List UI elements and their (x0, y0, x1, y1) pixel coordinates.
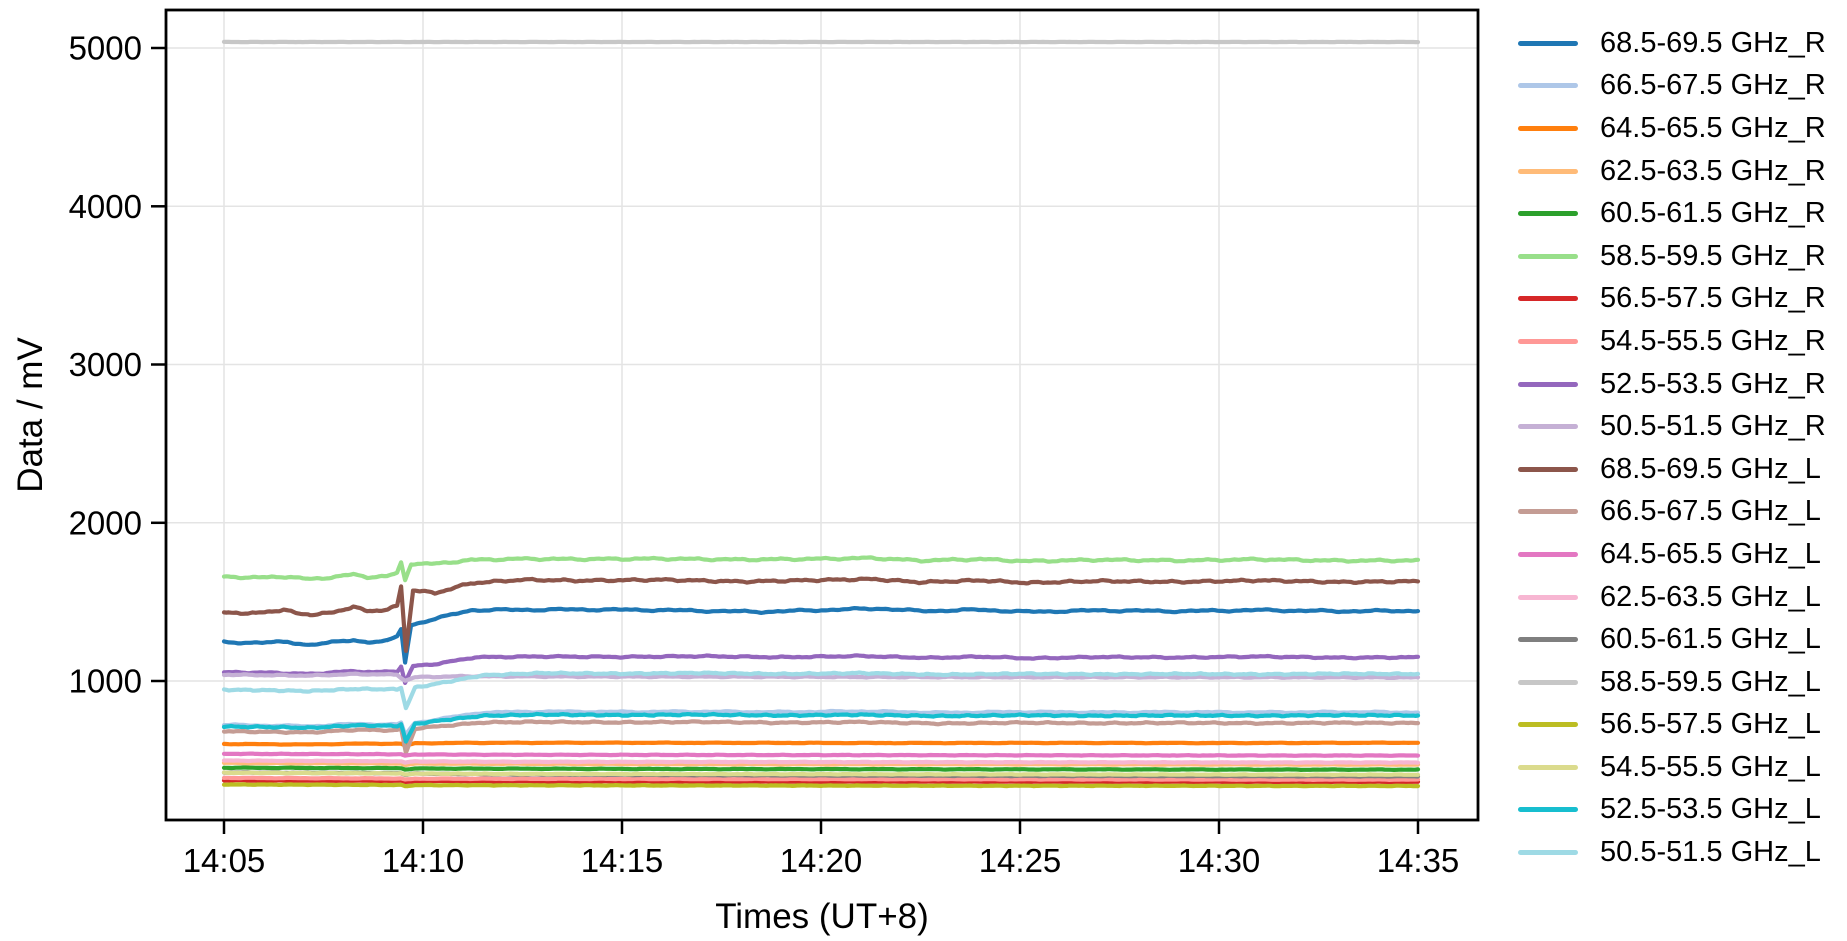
legend-swatch (1518, 807, 1578, 813)
legend-item: 66.5-67.5 GHz_L (1518, 491, 1826, 534)
legend-swatch (1518, 424, 1578, 430)
x-tick-label-14:25: 14:25 (979, 842, 1062, 879)
legend-swatch (1518, 211, 1578, 217)
legend-item: 52.5-53.5 GHz_R (1518, 363, 1826, 406)
legend-item: 56.5-57.5 GHz_L (1518, 704, 1826, 747)
plot-border (164, 8, 1480, 822)
legend-label: 56.5-57.5 GHz_L (1600, 708, 1821, 741)
legend-swatch (1518, 125, 1578, 131)
legend-label: 60.5-61.5 GHz_R (1600, 197, 1826, 230)
legend-item: 64.5-65.5 GHz_R (1518, 107, 1826, 150)
legend-label: 52.5-53.5 GHz_R (1600, 367, 1826, 400)
y-tick-label-1000: 1000 (69, 663, 142, 700)
legend-swatch (1518, 509, 1578, 515)
legend-swatch (1518, 253, 1578, 259)
tick-labels: 1000 2000 3000 4000 5000 14:05 14:10 14:15 14:20… (69, 30, 1460, 880)
legend-swatch (1518, 338, 1578, 344)
legend-item: 54.5-55.5 GHz_L (1518, 746, 1826, 789)
series-line-62.5-63.5-ghz-l (221, 758, 1421, 765)
y-tick-label-2000: 2000 (69, 504, 142, 541)
x-axis-label: Times (UT+8) (715, 897, 929, 936)
x-tick-label-14:30: 14:30 (1178, 842, 1261, 879)
series-line-58.5-59.5-ghz-r (221, 555, 1421, 583)
legend-item: 56.5-57.5 GHz_R (1518, 278, 1826, 321)
legend-label: 62.5-63.5 GHz_R (1600, 154, 1826, 187)
x-tick-label-14:15: 14:15 (581, 842, 664, 879)
legend-label: 58.5-59.5 GHz_R (1600, 239, 1826, 272)
legend-label: 66.5-67.5 GHz_L (1600, 495, 1821, 528)
legend-item: 68.5-69.5 GHz_L (1518, 448, 1826, 491)
series-line-50.5-51.5-ghz-l (221, 670, 1421, 711)
legend-swatch (1518, 722, 1578, 728)
legend-swatch (1518, 466, 1578, 472)
legend-label: 52.5-53.5 GHz_L (1600, 793, 1821, 826)
series-line-54.5-55.5-ghz-r (221, 775, 1421, 782)
legend-label: 62.5-63.5 GHz_L (1600, 580, 1821, 613)
legend-item: 52.5-53.5 GHz_L (1518, 789, 1826, 832)
series-line-64.5-65.5-ghz-r (221, 740, 1421, 748)
y-axis-label: Data / mV (11, 337, 50, 493)
legend-item: 68.5-69.5 GHz_R (1518, 22, 1826, 65)
legend-swatch (1518, 850, 1578, 856)
legend-label: 50.5-51.5 GHz_R (1600, 410, 1826, 443)
legend-item: 64.5-65.5 GHz_L (1518, 533, 1826, 576)
y-tick-label-4000: 4000 (69, 188, 142, 225)
legend-item: 66.5-67.5 GHz_R (1518, 65, 1826, 108)
legend-label: 54.5-55.5 GHz_R (1600, 324, 1826, 357)
series-line-64.5-65.5-ghz-l (221, 751, 1421, 758)
legend-item: 58.5-59.5 GHz_L (1518, 661, 1826, 704)
x-tick-label-14:10: 14:10 (382, 842, 465, 879)
series-line-50.5-51.5-ghz-r (221, 671, 1421, 683)
x-tick-label-14:20: 14:20 (780, 842, 863, 879)
series-line-52.5-53.5-ghz-r (221, 653, 1421, 685)
legend-item: 50.5-51.5 GHz_R (1518, 405, 1826, 448)
legend-label: 68.5-69.5 GHz_L (1600, 452, 1821, 485)
legend-item: 60.5-61.5 GHz_R (1518, 192, 1826, 235)
series-line-60.5-61.5-ghz-r (221, 765, 1421, 772)
legend-label: 58.5-59.5 GHz_L (1600, 665, 1821, 698)
series-line-56.5-57.5-ghz-r (221, 778, 1421, 785)
series-line-56.5-57.5-ghz-l (221, 782, 1421, 789)
legend-label: 64.5-65.5 GHz_L (1600, 537, 1821, 570)
legend-item: 54.5-55.5 GHz_R (1518, 320, 1826, 363)
legend-item: 60.5-61.5 GHz_L (1518, 618, 1826, 661)
y-tick-label-5000: 5000 (69, 30, 142, 67)
axis-ticks (151, 46, 1420, 834)
legend-swatch (1518, 594, 1578, 600)
legend-swatch (1518, 551, 1578, 557)
legend-swatch (1518, 679, 1578, 685)
legend-label: 54.5-55.5 GHz_L (1600, 750, 1821, 783)
legend-swatch (1518, 637, 1578, 643)
legend-label: 60.5-61.5 GHz_L (1600, 623, 1821, 656)
legend: 68.5-69.5 GHz_R 66.5-67.5 GHz_R 64.5-65.5 … (1518, 22, 1826, 874)
legend-swatch (1518, 168, 1578, 174)
legend-swatch (1518, 40, 1578, 46)
x-tick-label-14:35: 14:35 (1377, 842, 1460, 879)
series-line-68.5-69.5-ghz-l (221, 576, 1421, 653)
legend-swatch (1518, 381, 1578, 387)
grid-lines (166, 10, 1478, 820)
x-tick-label-14:05: 14:05 (183, 842, 266, 879)
legend-item: 58.5-59.5 GHz_R (1518, 235, 1826, 278)
y-tick-label-3000: 3000 (69, 346, 142, 383)
legend-item: 62.5-63.5 GHz_L (1518, 576, 1826, 619)
series-line-66.5-67.5-ghz-l (221, 719, 1421, 755)
legend-label: 66.5-67.5 GHz_R (1600, 69, 1826, 102)
legend-label: 56.5-57.5 GHz_R (1600, 282, 1826, 315)
series-line-52.5-53.5-ghz-l (221, 711, 1421, 744)
series-lines (221, 39, 1421, 789)
legend-swatch (1518, 83, 1578, 89)
legend-swatch (1518, 764, 1578, 770)
legend-label: 64.5-65.5 GHz_R (1600, 111, 1826, 144)
legend-label: 50.5-51.5 GHz_L (1600, 836, 1821, 869)
legend-label: 68.5-69.5 GHz_R (1600, 26, 1826, 59)
legend-item: 62.5-63.5 GHz_R (1518, 150, 1826, 193)
legend-swatch (1518, 296, 1578, 302)
legend-item: 50.5-51.5 GHz_L (1518, 831, 1826, 874)
series-line-54.5-55.5-ghz-l (221, 770, 1421, 778)
